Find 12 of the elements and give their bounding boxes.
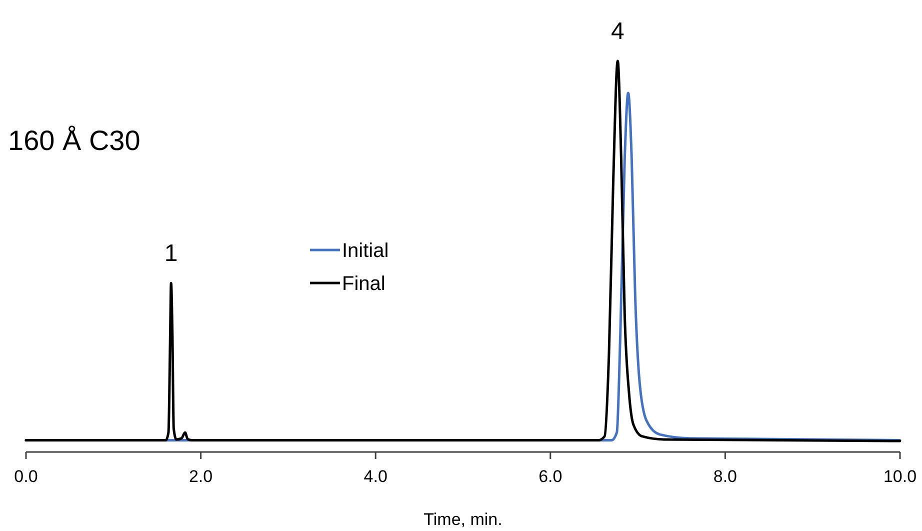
legend-label: Final [342, 273, 386, 295]
x-tick-label: 0.0 [14, 467, 38, 486]
annotation: 1 [164, 240, 178, 268]
annotation: 4 [611, 18, 624, 45]
legend-label: Initial [342, 240, 389, 262]
x-axis-title: Time, min. [424, 510, 502, 529]
x-tick-label: 8.0 [713, 467, 738, 486]
x-tick-label: 6.0 [538, 467, 562, 486]
annotation: 160 Å C30 [8, 125, 140, 156]
x-tick-label: 2.0 [188, 467, 213, 486]
x-tick-label: 4.0 [364, 467, 388, 486]
x-tick-label: 10.0 [883, 467, 917, 486]
